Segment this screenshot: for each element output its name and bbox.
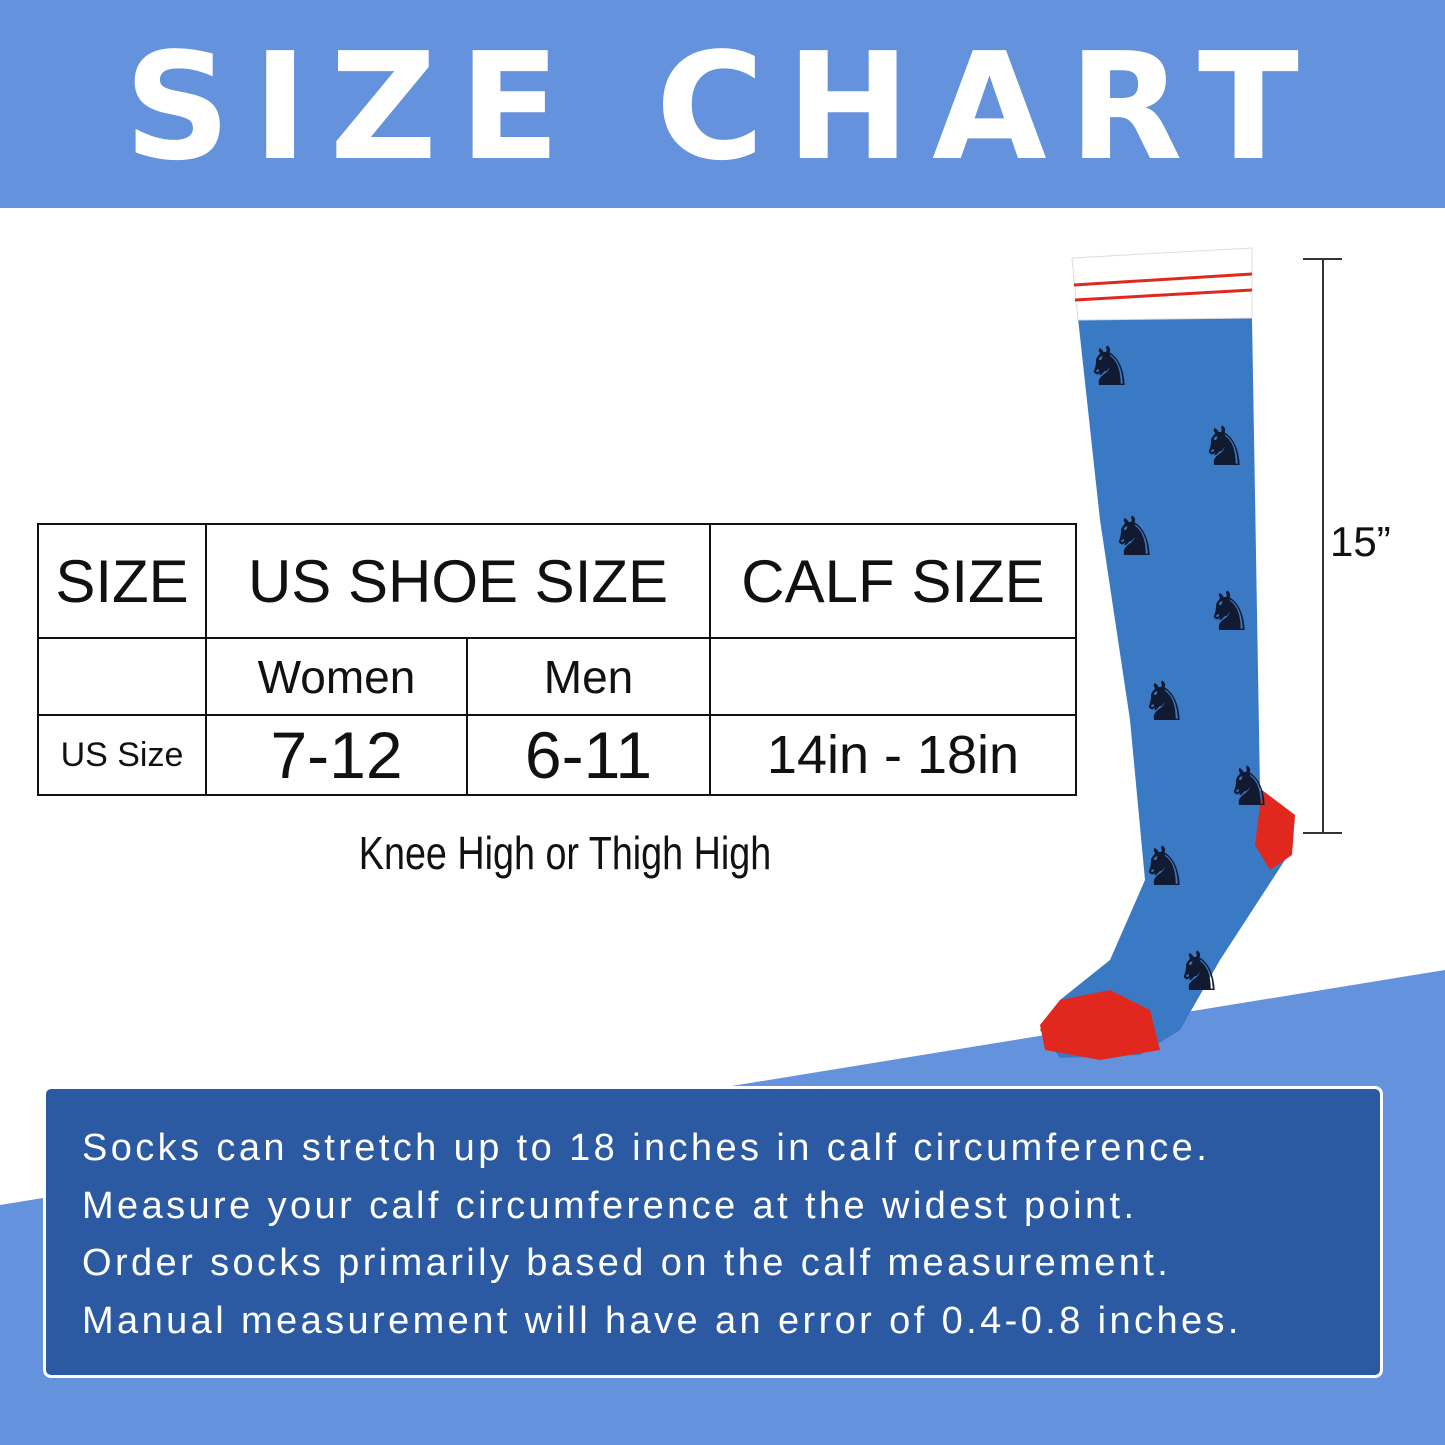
header-us-shoe-size: US SHOE SIZE [205, 523, 711, 639]
calf-size: 14in - 18in [709, 714, 1077, 796]
svg-text:♞: ♞ [1140, 837, 1188, 897]
title-banner [0, 0, 1445, 208]
empty-cell [709, 637, 1077, 716]
caption: Knee High or Thigh High [358, 827, 772, 879]
header-calf-size: CALF SIZE [709, 523, 1077, 639]
dimension-marker [1303, 258, 1342, 834]
size-table: SIZE US SHOE SIZE CALF SIZE Women Men US… [37, 523, 1077, 796]
note-line: Socks can stretch up to 18 inches in cal… [82, 1127, 1211, 1169]
row-label: US Size [37, 714, 207, 796]
svg-text:♞: ♞ [1200, 417, 1248, 477]
men-size: 6-11 [466, 714, 711, 796]
notes-box: Socks can stretch up to 18 inches in cal… [43, 1086, 1383, 1378]
note-line: Order socks primarily based on the calf … [82, 1242, 1172, 1284]
dimension-label: 15” [1330, 518, 1391, 565]
svg-text:♞: ♞ [1085, 337, 1133, 397]
svg-text:♞: ♞ [1205, 582, 1253, 642]
page-title: SIZE CHART [124, 21, 1321, 193]
svg-text:♞: ♞ [1225, 757, 1273, 817]
subheader-men: Men [466, 637, 711, 716]
empty-cell [37, 637, 207, 716]
header-size: SIZE [37, 523, 207, 639]
svg-text:♞: ♞ [1175, 942, 1223, 1002]
note-line: Manual measurement will have an error of… [82, 1300, 1242, 1342]
women-size: 7-12 [205, 714, 468, 796]
note-line: Measure your calf circumference at the w… [82, 1185, 1138, 1227]
subheader-women: Women [205, 637, 468, 716]
sock-image: ♞ ♞ ♞ ♞ ♞ ♞ ♞ ♞ [1040, 247, 1295, 1060]
svg-text:♞: ♞ [1140, 672, 1188, 732]
svg-text:♞: ♞ [1110, 507, 1158, 567]
